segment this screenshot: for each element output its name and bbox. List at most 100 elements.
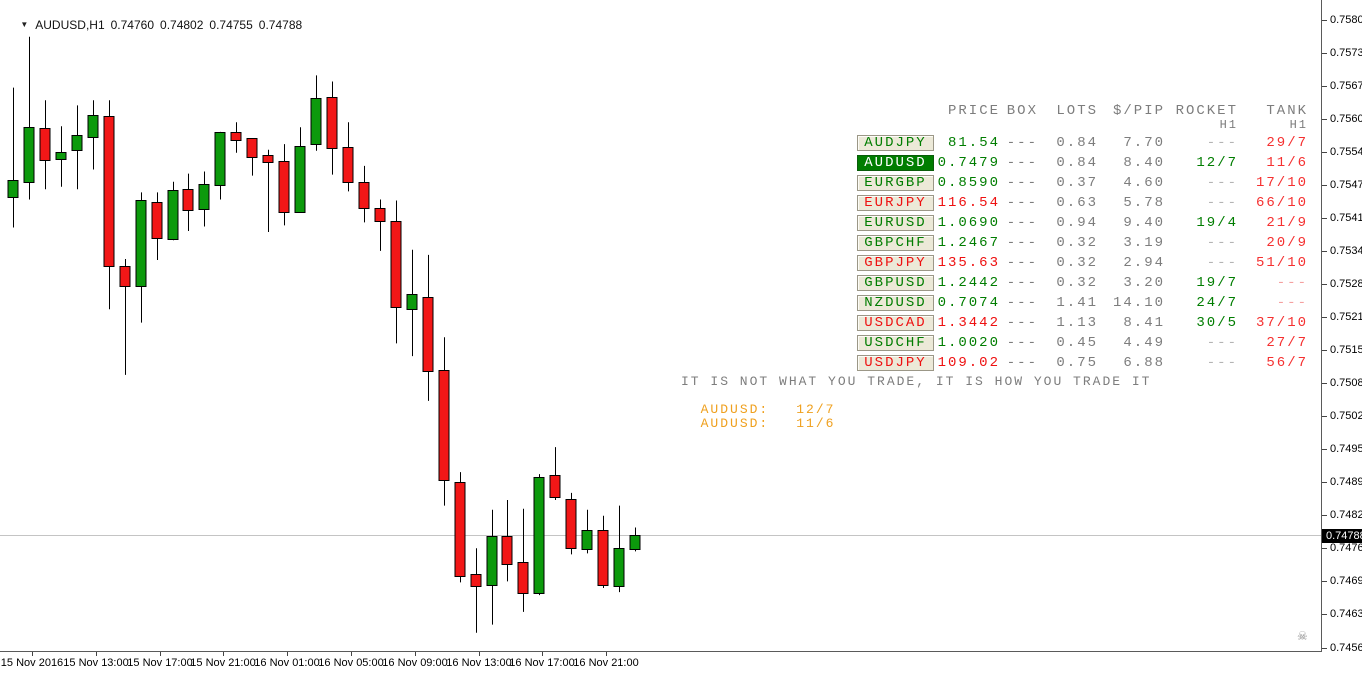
indicator-watermark-icon: ☠ — [1297, 629, 1308, 643]
time-axis-tick — [287, 652, 288, 656]
candle — [87, 100, 99, 170]
time-axis-tick — [223, 652, 224, 656]
pair-price: 81.54 — [947, 135, 1000, 151]
pair-pip: 6.88 — [1123, 355, 1165, 371]
pair-box: --- — [1006, 315, 1038, 331]
signal-1-pair: AUDUSD: — [700, 402, 770, 417]
chart-canvas[interactable]: ▼ AUDUSD,H1 0.74760 0.74802 0.74755 0.74788 ☠ — [0, 0, 1322, 652]
pair-row-EURJPY: EURJPY 116.54 --- 0.63 5.78 --- 66/10 — [857, 193, 1308, 213]
candle — [501, 500, 513, 582]
pair-chip-USDJPY[interactable]: USDJPY — [857, 355, 934, 371]
candle — [358, 165, 370, 223]
pair-tank: --- — [1276, 295, 1308, 311]
pair-pip: 4.60 — [1123, 175, 1165, 191]
current-price-badge: 0.74788 — [1322, 529, 1362, 543]
time-axis-label: 16 Nov 05:00 — [318, 657, 384, 669]
pair-price: 1.3442 — [937, 315, 1000, 331]
candle — [119, 259, 131, 375]
candle — [230, 122, 242, 153]
pair-rocket: 12/7 — [1196, 155, 1238, 171]
candle — [486, 509, 498, 625]
pair-row-GBPJPY: GBPJPY 135.63 --- 0.32 2.94 --- 51/10 — [857, 253, 1308, 273]
pair-price: 0.7074 — [937, 295, 1000, 311]
ohlc-low: 0.74755 — [209, 18, 253, 32]
pair-chip-NZDUSD[interactable]: NZDUSD — [857, 295, 934, 311]
pair-chip-AUDUSD[interactable]: AUDUSD — [857, 155, 934, 171]
pair-rocket: --- — [1206, 135, 1238, 151]
pair-price: 0.8590 — [937, 175, 1000, 191]
time-axis-tick — [351, 652, 352, 656]
candle — [103, 100, 115, 310]
time-axis[interactable]: 15 Nov 2016 15 Nov 13:00 15 Nov 17:00 15 No… — [0, 652, 1322, 675]
pair-lots: 0.32 — [1056, 255, 1098, 271]
pair-rocket: 24/7 — [1196, 295, 1238, 311]
pair-price: 116.54 — [937, 195, 1000, 211]
ohlc-high: 0.74802 — [160, 18, 204, 32]
candle — [7, 87, 19, 228]
market-scanner-panel: PRICE BOX LOTS $/PIP ROCKET TANK H1 H1 A… — [857, 104, 1308, 373]
candle — [294, 127, 306, 213]
time-axis-label: 15 Nov 21:00 — [190, 657, 256, 669]
price-axis-label: 0.74565 — [1322, 642, 1362, 655]
pair-price: 1.0020 — [937, 335, 1000, 351]
pair-chip-USDCHF[interactable]: USDCHF — [857, 335, 934, 351]
pair-chip-GBPCHF[interactable]: GBPCHF — [857, 235, 934, 251]
chart-symbol-period: AUDUSD,H1 — [35, 18, 105, 32]
pair-rocket: --- — [1206, 255, 1238, 271]
time-axis-label: 16 Nov 09:00 — [382, 657, 448, 669]
pair-rocket: --- — [1206, 195, 1238, 211]
price-axis-label: 0.75215 — [1322, 311, 1362, 324]
tank-timeframe-label: H1 — [1289, 118, 1308, 132]
signal-2-value: 11/6 — [796, 416, 836, 431]
candle — [597, 515, 609, 588]
pair-chip-EURGBP[interactable]: EURGBP — [857, 175, 934, 191]
price-axis-label: 0.75605 — [1322, 113, 1362, 126]
pair-chip-AUDJPY[interactable]: AUDJPY — [857, 135, 934, 151]
pair-chip-GBPJPY[interactable]: GBPJPY — [857, 255, 934, 271]
pair-lots: 0.75 — [1056, 355, 1098, 371]
pair-pip: 3.19 — [1123, 235, 1165, 251]
candle — [565, 492, 577, 555]
pair-tank: 17/10 — [1255, 175, 1308, 191]
pair-chip-EURJPY[interactable]: EURJPY — [857, 195, 934, 211]
signal-2-pair: AUDUSD: — [700, 416, 770, 431]
pair-box: --- — [1006, 355, 1038, 371]
pair-chip-GBPUSD[interactable]: GBPUSD — [857, 275, 934, 291]
pair-rocket: 19/7 — [1196, 275, 1238, 291]
pair-price: 135.63 — [937, 255, 1000, 271]
pair-row-AUDUSD: AUDUSD 0.7479 --- 0.84 8.40 12/7 11/6 — [857, 153, 1308, 173]
pair-rocket: --- — [1206, 175, 1238, 191]
candle — [39, 100, 51, 190]
pair-pip: 14.10 — [1112, 295, 1165, 311]
candle — [262, 149, 274, 232]
ohlc-close: 0.74788 — [258, 18, 303, 32]
pair-chip-USDCAD[interactable]: USDCAD — [857, 315, 934, 331]
candle — [246, 138, 258, 176]
pair-row-USDCHF: USDCHF 1.0020 --- 0.45 4.49 --- 27/7 — [857, 333, 1308, 353]
chart-dropdown-arrow-icon[interactable]: ▼ — [20, 20, 29, 29]
candle — [629, 527, 641, 552]
pair-rocket: 30/5 — [1196, 315, 1238, 331]
candle — [310, 75, 322, 151]
pair-pip: 3.20 — [1123, 275, 1165, 291]
pair-row-GBPCHF: GBPCHF 1.2467 --- 0.32 3.19 --- 20/9 — [857, 233, 1308, 253]
pair-tank: 56/7 — [1266, 355, 1308, 371]
candle — [182, 173, 194, 231]
panel-header-row: PRICE BOX LOTS $/PIP ROCKET TANK — [857, 104, 1308, 119]
price-axis-label: 0.74695 — [1322, 575, 1362, 588]
pair-pip: 8.40 — [1123, 155, 1165, 171]
candle — [406, 249, 418, 357]
pair-pip: 7.70 — [1123, 135, 1165, 151]
chart-title: ▼ AUDUSD,H1 0.74760 0.74802 0.74755 0.74788 — [7, 4, 308, 46]
pair-row-AUDJPY: AUDJPY 81.54 --- 0.84 7.70 --- 29/7 — [857, 133, 1308, 153]
pair-box: --- — [1006, 155, 1038, 171]
pair-chip-EURUSD[interactable]: EURUSD — [857, 215, 934, 231]
